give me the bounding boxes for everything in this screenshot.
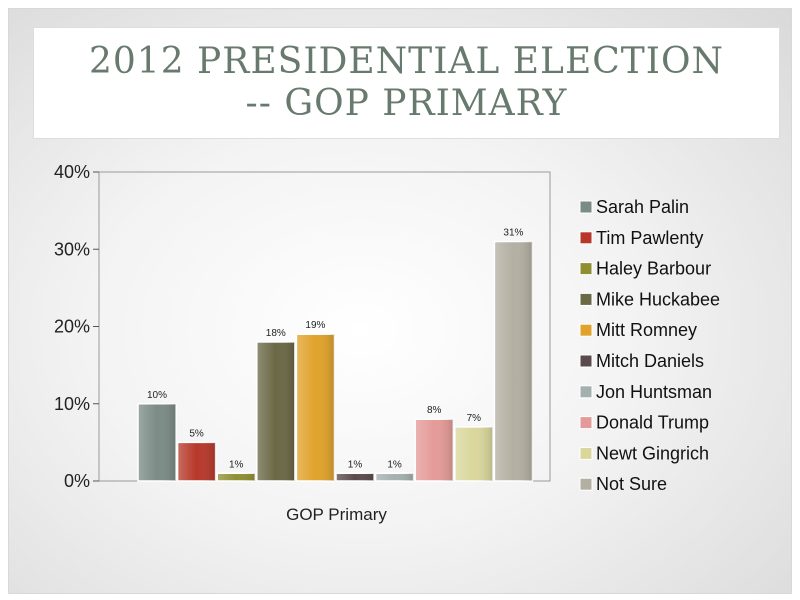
- legend-item: Not Sure: [579, 474, 667, 494]
- legend-swatch: [579, 354, 593, 368]
- bar-shading: [494, 241, 533, 481]
- legend-label: Mitch Daniels: [596, 351, 704, 371]
- legend-item: Haley Barbour: [579, 259, 711, 279]
- bar-shading: [256, 341, 295, 481]
- plot-area: 0% 10% 20% 30% 40% 10% 5% 1% 18% 19% 1% 1% 8% 7% 31% GO…: [54, 162, 551, 524]
- bar-shading: [177, 442, 216, 481]
- bar-mitch-daniels: [335, 472, 375, 482]
- bar-tim-pawlenty: [176, 441, 217, 482]
- data-label: 10%: [147, 390, 167, 401]
- legend-label: Tim Pawlenty: [596, 228, 703, 248]
- legend-item: Donald Trump: [579, 413, 709, 433]
- legend-swatch: [579, 385, 593, 399]
- legend-item: Tim Pawlenty: [579, 228, 703, 248]
- bar-donald-trump: [414, 418, 454, 482]
- x-category-label: GOP Primary: [286, 505, 387, 524]
- bar-mitt-romney: [295, 333, 336, 482]
- legend-label: Jon Huntsman: [596, 382, 712, 402]
- legend-swatch: [579, 200, 593, 214]
- legend-label: Sarah Palin: [596, 197, 689, 217]
- bar-jon-huntsman: [374, 472, 415, 482]
- bar-shading: [454, 426, 493, 481]
- slide-title: 2012 PRESIDENTIAL ELECTION -- GOP PRIMAR…: [88, 41, 725, 124]
- bar-shading: [296, 334, 335, 481]
- data-label: 7%: [467, 413, 482, 424]
- bar-shading: [336, 473, 374, 481]
- data-label: 5%: [189, 428, 204, 439]
- legend-swatch: [579, 262, 593, 276]
- title-box: 2012 PRESIDENTIAL ELECTION -- GOP PRIMAR…: [33, 27, 780, 139]
- legend-item: Mitt Romney: [579, 320, 697, 340]
- legend-swatch: [579, 477, 593, 491]
- y-tick-label: 30%: [54, 239, 90, 259]
- bar-sarah-palin: [137, 403, 177, 482]
- data-label: 1%: [387, 459, 402, 470]
- bar-haley-barbour: [216, 472, 256, 482]
- legend: Sarah Palin Tim Pawlenty Haley Barbour Mike…: [579, 197, 720, 494]
- legend-label: Haley Barbour: [596, 259, 711, 279]
- bar-newt-gingrich: [454, 426, 494, 482]
- data-label: 1%: [229, 459, 244, 470]
- legend-swatch: [579, 416, 593, 430]
- legend-label: Newt Gingrich: [596, 443, 709, 463]
- data-label: 18%: [266, 328, 286, 339]
- legend-item: Mitch Daniels: [579, 351, 704, 371]
- bar-shading: [375, 473, 414, 481]
- legend-label: Mitt Romney: [596, 320, 697, 340]
- legend-item: Newt Gingrich: [579, 443, 709, 463]
- y-tick-label: 40%: [54, 162, 90, 182]
- legend-label: Not Sure: [596, 474, 667, 494]
- legend-item: Mike Huckabee: [579, 289, 720, 309]
- y-tick-label: 0%: [64, 471, 90, 491]
- legend-item: Sarah Palin: [579, 197, 689, 217]
- bar-mike-huckabee: [256, 341, 296, 482]
- slide: 2012 PRESIDENTIAL ELECTION -- GOP PRIMAR…: [8, 8, 792, 594]
- bar-shading: [138, 403, 176, 481]
- legend-label: Donald Trump: [596, 413, 709, 433]
- y-tick-label: 10%: [54, 394, 90, 414]
- bar-not-sure: [493, 240, 534, 482]
- legend-swatch: [579, 292, 593, 306]
- bar-shading: [217, 473, 256, 481]
- legend-item: Jon Huntsman: [579, 382, 712, 402]
- y-tick-label: 20%: [54, 317, 90, 337]
- data-label: 1%: [348, 459, 363, 470]
- legend-swatch: [579, 446, 593, 460]
- legend-swatch: [579, 323, 593, 337]
- bar-shading: [415, 419, 454, 481]
- data-label: 31%: [503, 228, 523, 239]
- legend-label: Mike Huckabee: [596, 289, 720, 309]
- data-label: 8%: [427, 405, 442, 416]
- legend-swatch: [579, 231, 593, 245]
- data-label: 19%: [305, 320, 325, 331]
